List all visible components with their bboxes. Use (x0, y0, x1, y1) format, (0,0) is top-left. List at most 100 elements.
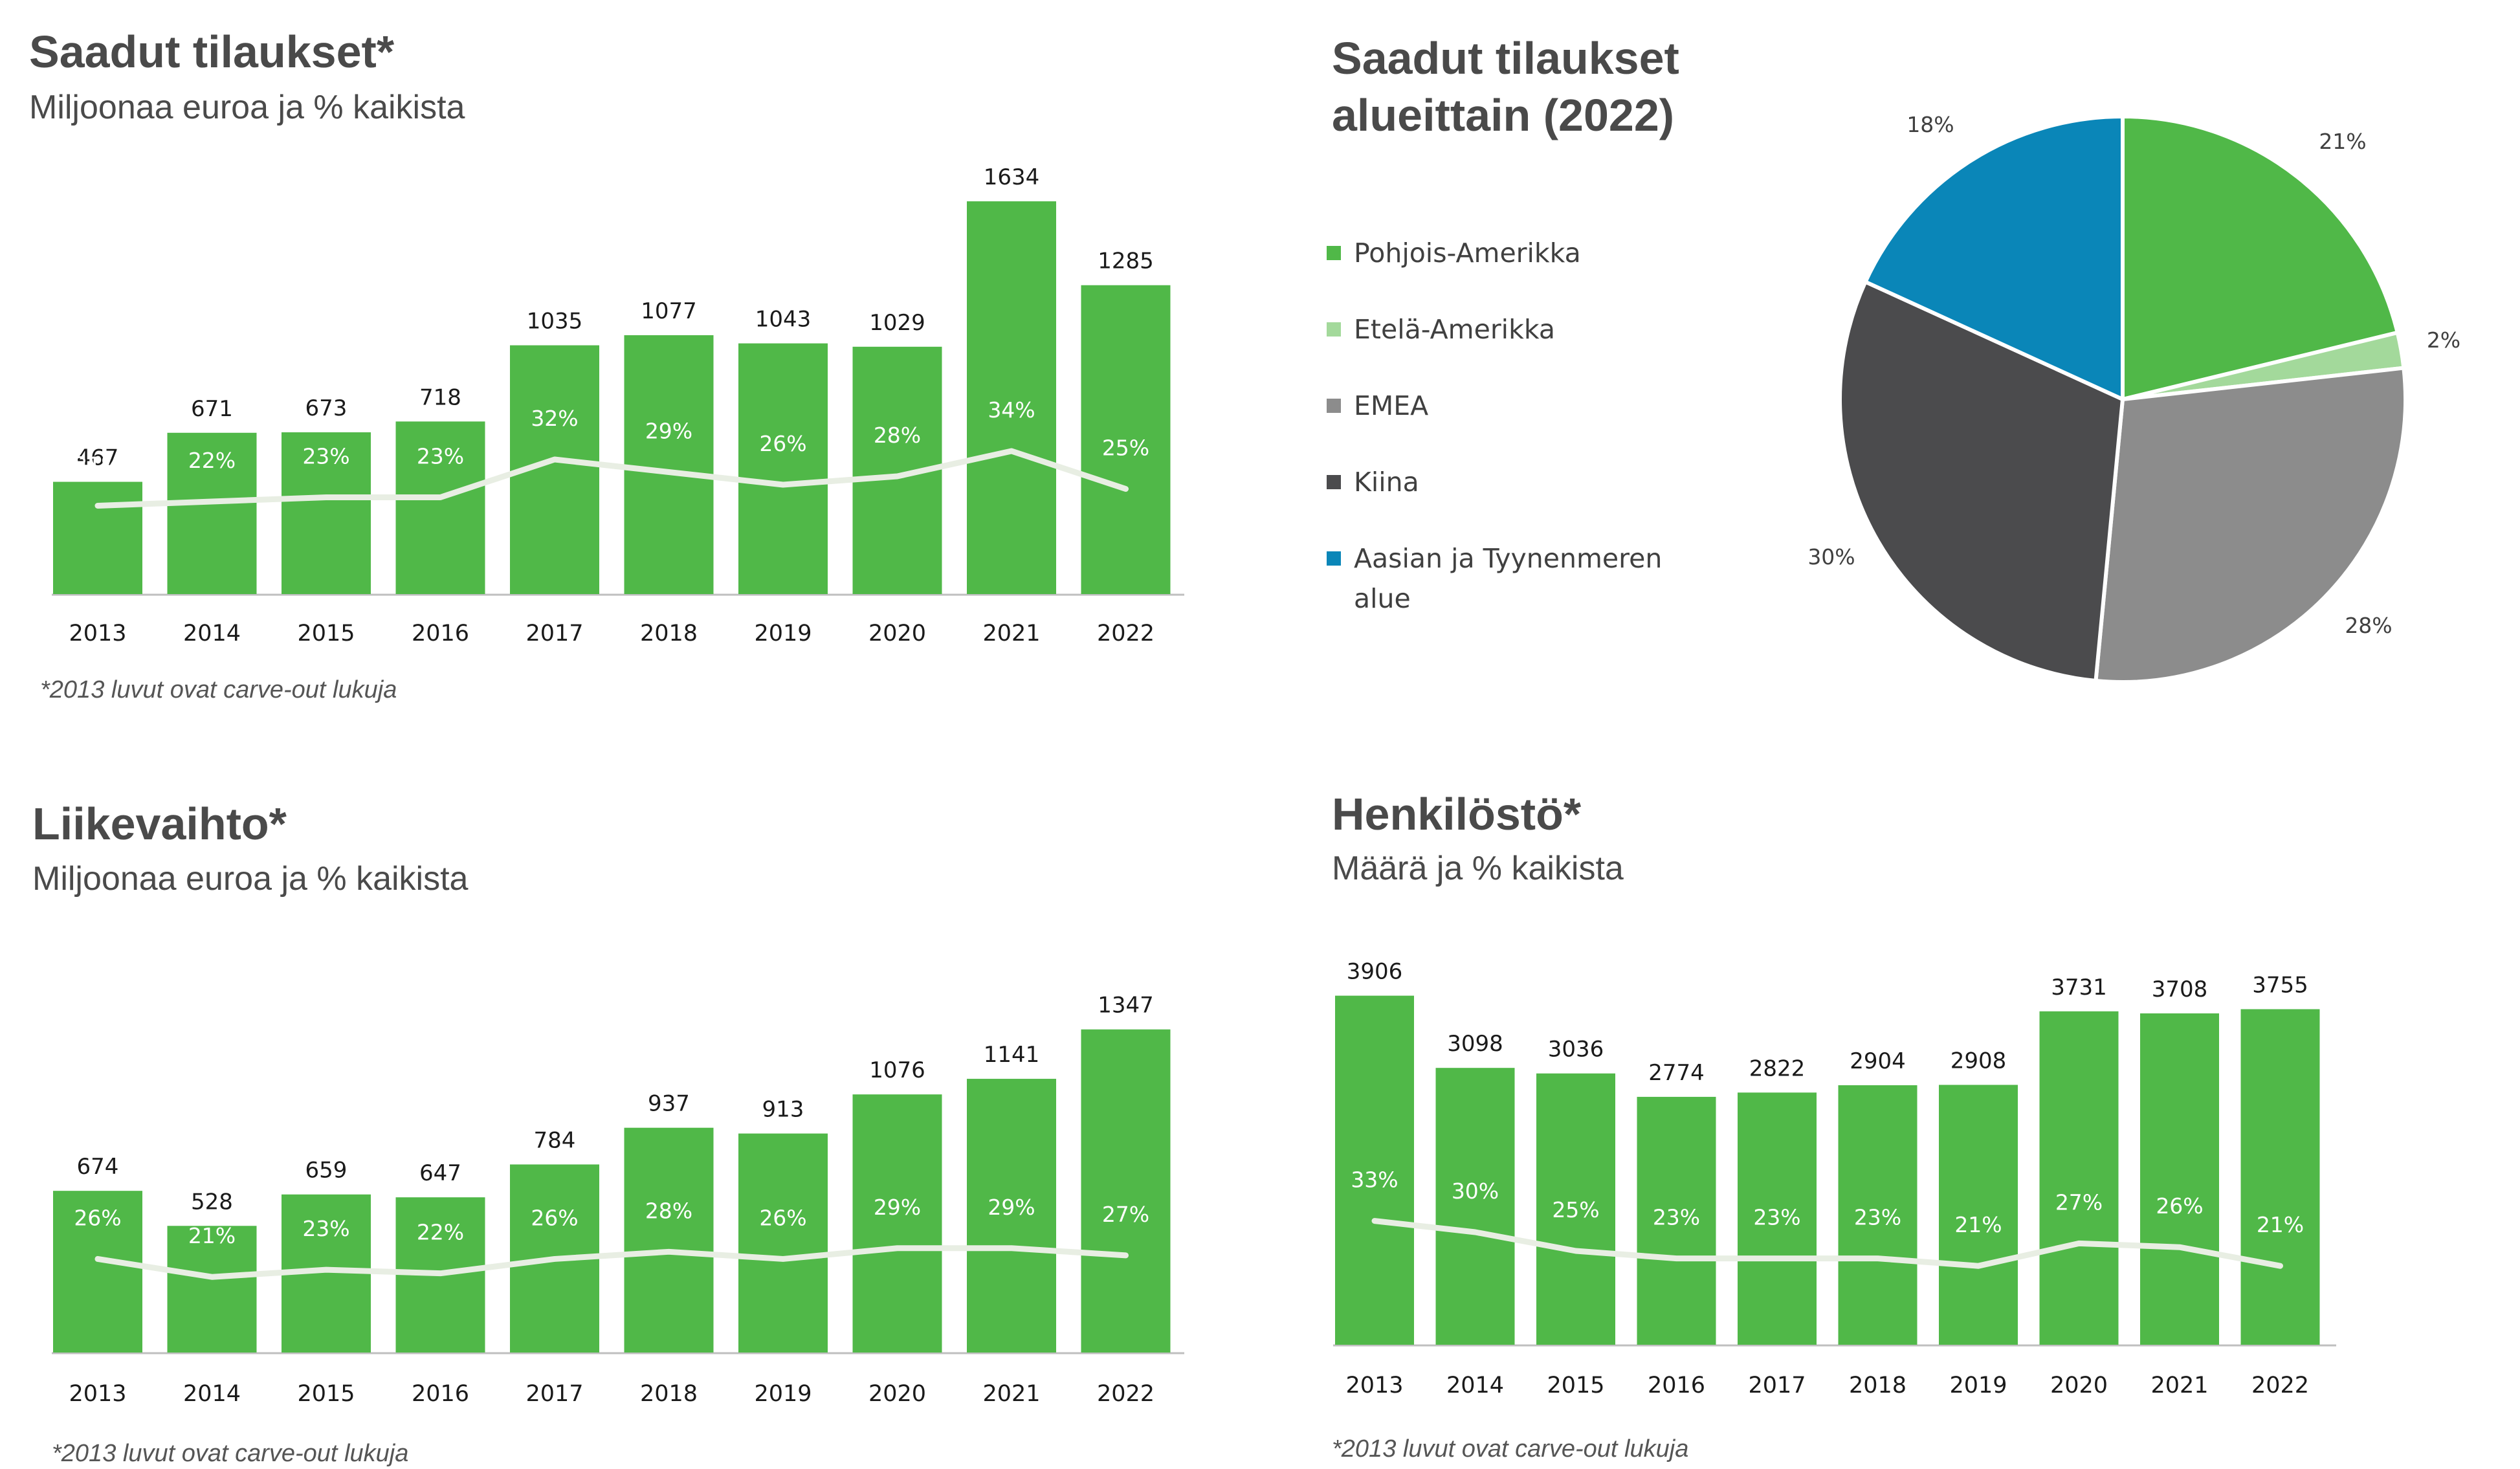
revenue-percent-label-2013: 26% (74, 1205, 121, 1230)
staff-value-label-2021: 3708 (2152, 977, 2208, 1002)
legend-label: Etelä-Amerikka (1354, 314, 1555, 345)
staff-year-label-2013: 2013 (1345, 1373, 1403, 1398)
staff-year-label-2022: 2022 (2251, 1373, 2309, 1398)
staff-bar-2022 (2240, 1009, 2320, 1345)
staff-year-label-2018: 2018 (1849, 1373, 1907, 1398)
staff-percent-label-2016: 23% (1653, 1205, 1700, 1230)
legend-swatch (1327, 399, 1341, 413)
orders-value-label-2022: 1285 (1098, 249, 1154, 274)
orders-percent-label-2017: 32% (531, 406, 578, 431)
orders-value-label-2020: 1029 (869, 310, 925, 336)
orders-bar-2013 (53, 481, 142, 594)
revenue-year-label-2021: 2021 (982, 1381, 1040, 1407)
revenue-year-label-2014: 2014 (183, 1381, 241, 1407)
staff-bar-2020 (2039, 1011, 2119, 1345)
legend-item-pohjois-amerikka: Pohjois-Amerikka (1327, 233, 1689, 273)
legend-item-kiina: Kiina (1327, 462, 1689, 502)
orders-bar-2021 (967, 201, 1056, 595)
staff-year-label-2014: 2014 (1446, 1373, 1504, 1398)
revenue-year-label-2020: 2020 (868, 1381, 926, 1407)
orders-percent-label-2021: 34% (988, 397, 1035, 423)
revenue-bar-2014 (167, 1226, 257, 1353)
regions-title-line2: alueittain (2022) (1332, 90, 1675, 140)
staff-year-label-2020: 2020 (2050, 1373, 2108, 1398)
staff-bar-2013 (1335, 995, 1414, 1345)
legend-label: Pohjois-Amerikka (1354, 237, 1581, 269)
orders-percent-label-2020: 28% (874, 423, 921, 448)
staff-value-label-2014: 3098 (1447, 1031, 1503, 1057)
revenue-year-label-2015: 2015 (297, 1381, 355, 1407)
staff-value-label-2022: 3755 (2252, 972, 2308, 998)
orders-value-label-2017: 1035 (527, 309, 583, 335)
staff-bar-2018 (1838, 1085, 1918, 1345)
legend-label: Kiina (1354, 467, 1419, 498)
orders-value-label-2014: 671 (191, 396, 233, 422)
orders-value-label-2013: 467 (77, 445, 119, 471)
legend-swatch (1327, 475, 1341, 489)
revenue-percent-label-2018: 28% (645, 1198, 692, 1223)
orders-percent-label-2019: 26% (759, 431, 806, 456)
orders-year-label-2022: 2022 (1097, 621, 1155, 646)
orders-value-label-2015: 673 (305, 395, 348, 421)
pie-slice-3 (1838, 280, 2125, 683)
pie-slice-4 (1863, 115, 2125, 401)
orders-value-label-2016: 718 (419, 384, 461, 410)
staff-percent-label-2019: 21% (1954, 1212, 2002, 1237)
revenue-value-label-2022: 1347 (1098, 993, 1154, 1019)
revenue-value-label-2014: 528 (191, 1189, 233, 1215)
staff-subtitle: Määrä ja % kaikista (1332, 850, 1624, 887)
staff-year-label-2016: 2016 (1648, 1373, 1705, 1398)
revenue-value-label-2019: 913 (762, 1097, 804, 1123)
staff-percent-label-2015: 25% (1552, 1197, 1599, 1222)
staff-percent-label-2018: 23% (1854, 1205, 1901, 1230)
revenue-year-label-2019: 2019 (754, 1381, 812, 1407)
staff-value-label-2019: 2908 (1951, 1048, 2007, 1074)
staff-value-label-2013: 3906 (1347, 959, 1403, 985)
staff-footnote: *2013 luvut ovat carve-out lukuja (1332, 1435, 1689, 1463)
legend-swatch (1327, 551, 1341, 566)
revenue-footnote: *2013 luvut ovat carve-out lukuja (52, 1440, 409, 1467)
revenue-percent-label-2021: 29% (988, 1195, 1035, 1220)
staff-percent-label-2017: 23% (1753, 1205, 1800, 1230)
legend-swatch (1327, 322, 1341, 337)
staff-bar-2016 (1637, 1096, 1716, 1345)
revenue-percent-label-2016: 22% (417, 1220, 464, 1245)
orders-percent-label-2022: 25% (1102, 436, 1149, 461)
revenue-share-line (94, 1245, 1129, 1280)
revenue-title: Liikevaihto* (32, 799, 287, 849)
revenue-value-label-2018: 937 (648, 1091, 690, 1117)
revenue-bar-2021 (967, 1079, 1056, 1353)
staff-percent-label-2014: 30% (1452, 1178, 1499, 1204)
orders-year-label-2015: 2015 (297, 621, 355, 646)
revenue-year-label-2013: 2013 (69, 1381, 126, 1407)
orders-year-label-2019: 2019 (754, 621, 812, 646)
staff-percent-label-2020: 27% (2055, 1189, 2103, 1215)
orders-footnote: *2013 luvut ovat carve-out lukuja (40, 676, 397, 703)
staff-bar-2019 (1939, 1085, 2018, 1345)
orders-percent-label-2016: 23% (417, 444, 464, 469)
revenue-year-label-2022: 2022 (1097, 1381, 1155, 1407)
orders-share-line (94, 448, 1129, 509)
revenue-percent-label-2019: 26% (759, 1205, 806, 1230)
orders-value-label-2021: 1634 (984, 164, 1040, 190)
revenue-bar-2019 (738, 1133, 828, 1353)
revenue-value-label-2020: 1076 (869, 1057, 925, 1083)
staff-value-label-2018: 2904 (1850, 1048, 1906, 1074)
revenue-bar-2018 (624, 1127, 714, 1353)
orders-year-label-2020: 2020 (868, 621, 926, 646)
orders-year-label-2018: 2018 (640, 621, 698, 646)
orders-subtitle: Miljoonaa euroa ja % kaikista (29, 89, 465, 126)
staff-value-label-2016: 2774 (1648, 1060, 1705, 1086)
staff-value-label-2020: 3731 (2051, 975, 2107, 1000)
revenue-percent-label-2020: 29% (874, 1195, 921, 1220)
orders-percent-label-2015: 23% (302, 444, 349, 469)
orders-bar-2018 (624, 335, 714, 594)
orders-bar-2022 (1081, 285, 1171, 594)
legend-label: EMEA (1354, 390, 1429, 421)
staff-value-label-2015: 3036 (1548, 1037, 1604, 1063)
revenue-value-label-2015: 659 (305, 1158, 348, 1184)
